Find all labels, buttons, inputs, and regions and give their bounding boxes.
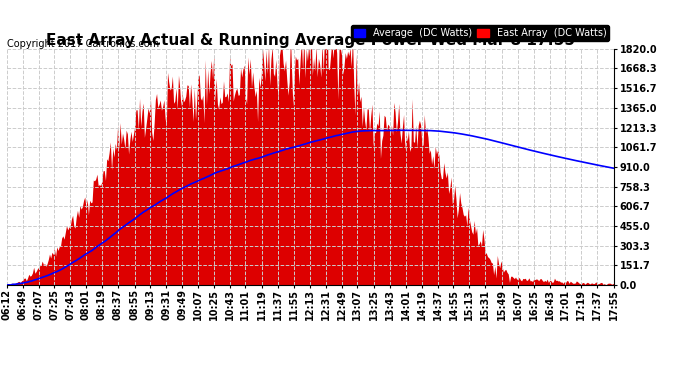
Legend: Average  (DC Watts), East Array  (DC Watts): Average (DC Watts), East Array (DC Watts… xyxy=(351,25,609,41)
Title: East Array Actual & Running Average Power Wed Mar 8 17:55: East Array Actual & Running Average Powe… xyxy=(46,33,575,48)
Text: Copyright 2017 Cartronics.com: Copyright 2017 Cartronics.com xyxy=(7,39,159,49)
